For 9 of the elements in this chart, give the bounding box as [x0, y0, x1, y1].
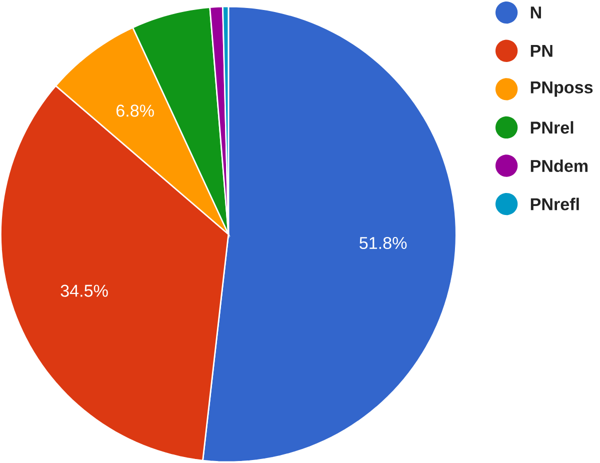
legend-label: PNdem	[530, 160, 588, 172]
legend-label: N	[530, 6, 541, 19]
data-label: 51.8%	[360, 237, 407, 250]
legend-label: PNposs	[530, 82, 593, 97]
data-label: 6.8%	[116, 104, 154, 117]
legend-label: PNrel	[530, 121, 574, 134]
data-label: 34.5%	[60, 284, 108, 297]
legend-label: PNrefl	[530, 198, 579, 210]
legend-label: PN	[530, 45, 552, 57]
